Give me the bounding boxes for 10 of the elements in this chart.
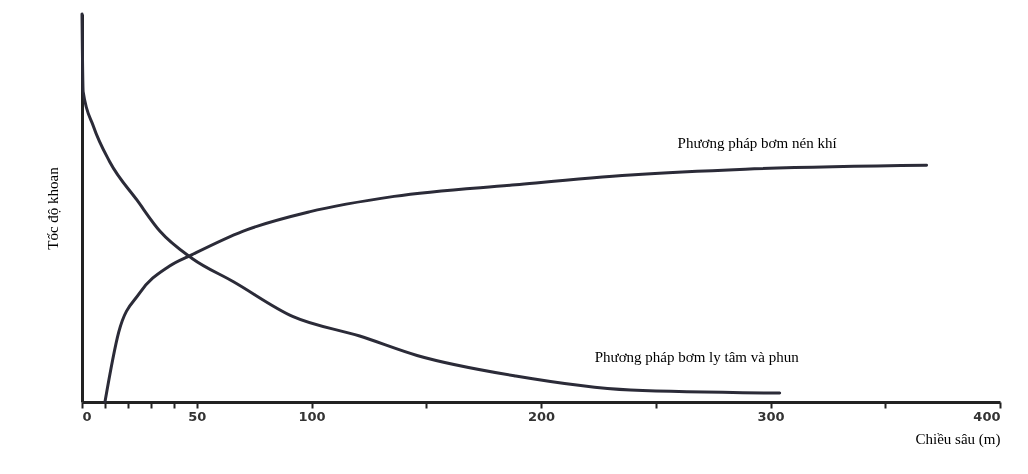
x-tick-label: 200 <box>527 408 556 424</box>
series-label: Phương pháp bơm ly tâm và phun <box>594 349 800 366</box>
x-tick-label: 50 <box>188 408 207 424</box>
x-axis-title: Chiều sâu (m) <box>915 430 1001 448</box>
x-tick-label: 400 <box>973 408 1001 424</box>
x-tick-label: 0 <box>82 408 92 424</box>
x-tick-label: 300 <box>757 408 785 424</box>
x-tick-label: 100 <box>298 408 326 424</box>
y-axis-title: Tốc độ khoan <box>44 166 61 250</box>
series-label: Phương pháp bơm nén khí <box>677 135 837 152</box>
